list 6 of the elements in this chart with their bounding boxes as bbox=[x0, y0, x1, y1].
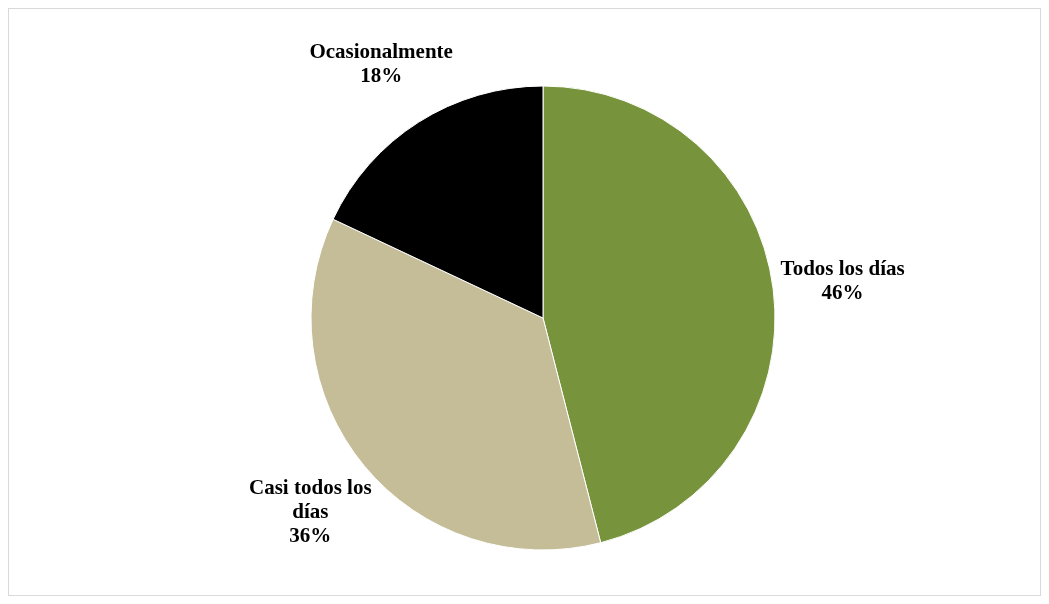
slice-label: Todos los días bbox=[780, 256, 905, 281]
data-label: 18% bbox=[360, 63, 403, 88]
data-label: 46% bbox=[821, 280, 864, 305]
slice-label: Ocasionalmente bbox=[309, 39, 453, 64]
data-label: 36% bbox=[289, 522, 332, 547]
slice-label: Casi todos los días bbox=[249, 474, 372, 523]
